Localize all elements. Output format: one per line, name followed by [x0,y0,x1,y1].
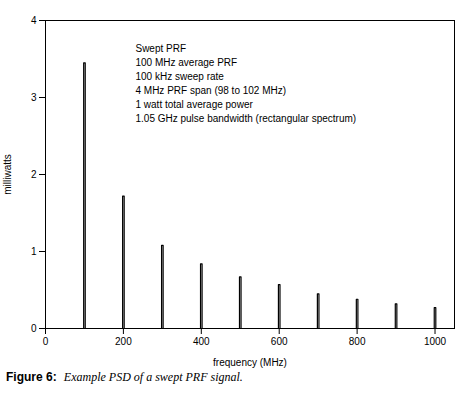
svg-text:Swept PRF100 MHz average PRF10: Swept PRF100 MHz average PRF100 kHz swee… [135,43,356,124]
svg-text:1: 1 [31,246,37,257]
html-text:Figure 6:: Figure 6: [6,370,57,384]
svg-text:0: 0 [31,323,37,334]
svg-text:1000: 1000 [424,336,447,347]
svg-text:400: 400 [193,336,210,347]
svg-text:800: 800 [349,336,366,347]
html-text:Example PSD of a swept PRF sig: Example PSD of a swept PRF signal. [63,370,243,384]
svg-text:4: 4 [31,15,37,26]
svg-text:600: 600 [271,336,288,347]
svg-text:frequency (MHz): frequency (MHz) [213,357,287,368]
svg-text:milliwatts: milliwatts [2,154,13,195]
svg-text:2: 2 [31,169,37,180]
svg-text:0: 0 [43,336,49,347]
svg-text:3: 3 [31,92,37,103]
svg-text:200: 200 [115,336,132,347]
